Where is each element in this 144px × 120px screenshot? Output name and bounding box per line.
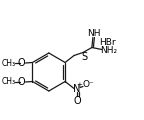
Text: CH₃: CH₃ bbox=[2, 59, 16, 67]
Text: O⁻: O⁻ bbox=[82, 80, 94, 89]
Text: O: O bbox=[18, 58, 25, 68]
Text: N: N bbox=[73, 84, 81, 93]
Text: NH: NH bbox=[87, 29, 101, 38]
Text: NH₂: NH₂ bbox=[100, 46, 117, 55]
Text: S: S bbox=[81, 51, 87, 61]
Text: HBr: HBr bbox=[100, 38, 116, 47]
Text: +: + bbox=[77, 82, 83, 88]
Text: CH₃: CH₃ bbox=[2, 78, 16, 87]
Text: O: O bbox=[73, 96, 81, 105]
Text: O: O bbox=[18, 77, 25, 87]
